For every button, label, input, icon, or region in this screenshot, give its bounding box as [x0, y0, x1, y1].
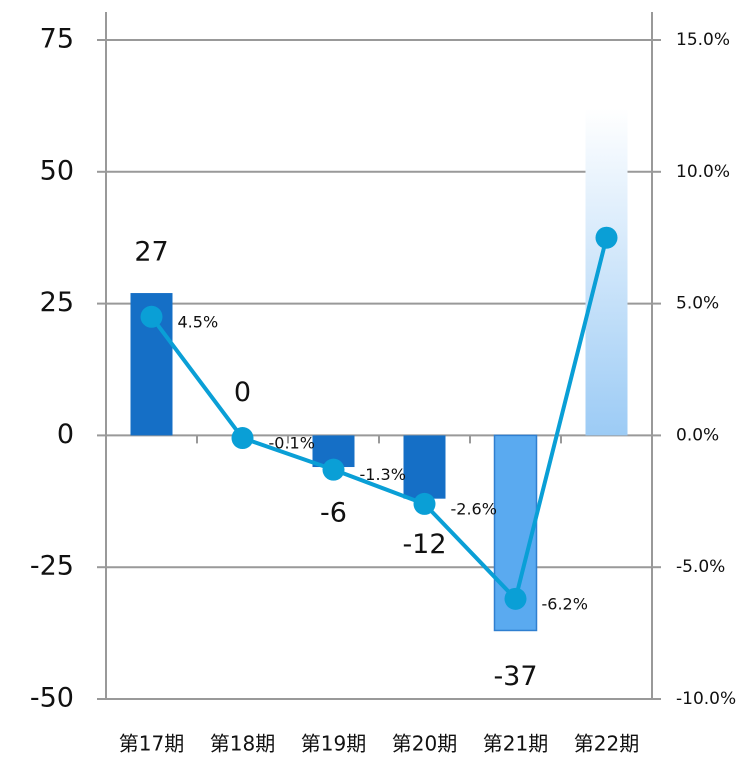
- y2-tick-label: 0.0%: [676, 425, 719, 445]
- line-point: [413, 492, 436, 515]
- y2-tick-label: -5.0%: [676, 557, 725, 577]
- y-tick-label: -50: [30, 683, 74, 714]
- bar-label: -12: [402, 529, 446, 560]
- x-tick-label: 第22期: [574, 732, 639, 756]
- line-label: 4.5%: [178, 312, 219, 331]
- bar: [403, 435, 446, 499]
- x-tick-label: 第18期: [210, 732, 275, 756]
- x-tick-label: 第19期: [301, 732, 366, 756]
- line-label: -1.3%: [360, 465, 406, 484]
- line-point: [231, 427, 254, 450]
- line: [149, 237, 609, 603]
- y2-tick-label: 15.0%: [676, 30, 730, 50]
- y2-tick-label: -10.0%: [676, 689, 736, 709]
- x-tick-label: 第20期: [392, 732, 457, 756]
- bar-label: -37: [493, 661, 537, 692]
- line-point: [595, 226, 618, 249]
- y2-tick-label: 10.0%: [676, 162, 730, 182]
- bar-label: 0: [234, 377, 251, 408]
- y2-tick-label: 5.0%: [676, 294, 719, 314]
- y-tick-label: 25: [40, 287, 74, 318]
- line-label: -6.2%: [542, 594, 588, 613]
- bar-label: 27: [134, 237, 168, 268]
- line-label: -0.1%: [269, 434, 315, 453]
- line-point: [140, 305, 163, 328]
- y-tick-label: -25: [30, 551, 74, 582]
- y-tick-label: 0: [57, 419, 74, 450]
- y-tick-label: 75: [40, 24, 74, 55]
- line-label: -2.6%: [451, 499, 497, 518]
- bar: [585, 108, 628, 436]
- x-tick-label: 第21期: [483, 732, 548, 756]
- y-tick-label: 50: [40, 155, 74, 186]
- line-point: [322, 458, 345, 481]
- bar-label: -6: [320, 498, 347, 529]
- line-point: [504, 587, 527, 610]
- x-tick-label: 第17期: [119, 732, 184, 756]
